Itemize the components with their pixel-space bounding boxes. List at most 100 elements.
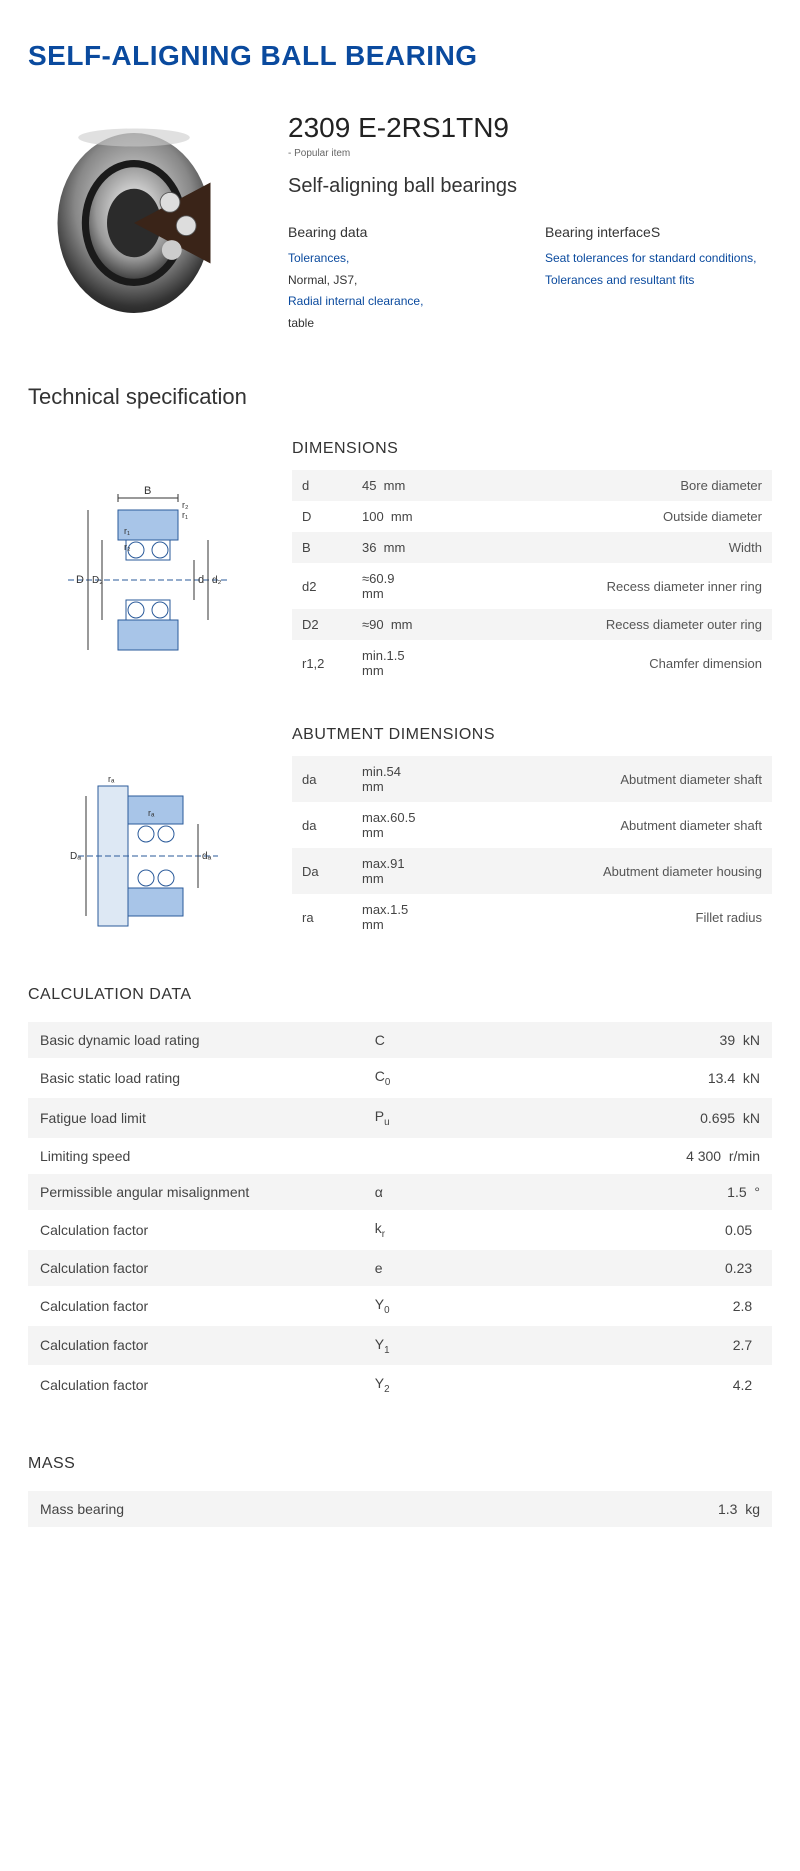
row-value: 4 300 r/min [512,1138,772,1174]
row-symbol: Da [292,848,352,894]
col-head-right: Bearing interfaceS [545,224,772,240]
row-symbol: Pu [363,1098,512,1138]
row-symbol: kr [363,1210,512,1250]
row-label: Basic dynamic load rating [28,1022,363,1058]
mass-section: MASS Mass bearing1.3 kg [28,1455,772,1527]
table-row: Calculation factorY02.8 [28,1286,772,1326]
table-row: damax.60.5mmAbutment diameter shaft [292,802,772,848]
row-symbol: Y1 [363,1326,512,1366]
row-value: 1.5 ° [512,1174,772,1210]
calculation-section: CALCULATION DATA Basic dynamic load rati… [28,986,772,1405]
data-link[interactable]: Seat tolerances for standard conditions, [545,248,772,270]
abutment-title: ABUTMENT DIMENSIONS [292,726,772,744]
svg-text:D: D [76,574,84,586]
row-label: Limiting speed [28,1138,363,1174]
row-symbol [363,1491,512,1527]
row-value: ≈60.9mm [352,563,452,609]
row-symbol: C0 [363,1058,512,1098]
table-row: Calculation factorkr0.05 [28,1210,772,1250]
table-row: ramax.1.5mmFillet radius [292,894,772,940]
row-symbol [363,1138,512,1174]
row-label: Calculation factor [28,1326,363,1366]
page-title: SELF-ALIGNING BALL BEARING [28,40,772,72]
table-row: Calculation factore0.23 [28,1250,772,1286]
svg-text:B: B [144,485,151,497]
table-row: Basic dynamic load ratingC39 kN [28,1022,772,1058]
row-value: 0.23 [512,1250,772,1286]
svg-text:r₂: r₂ [124,542,131,552]
row-symbol: r1,2 [292,640,352,686]
row-value: max.1.5mm [352,894,452,940]
row-value: 100 mm [352,501,452,532]
table-row: Damax.91mmAbutment diameter housing [292,848,772,894]
row-label: Basic static load rating [28,1058,363,1098]
data-link[interactable]: Radial internal clearance, [288,291,515,313]
row-value: max.60.5mm [352,802,452,848]
row-label: Mass bearing [28,1491,363,1527]
row-label: Fatigue load limit [28,1098,363,1138]
product-info: 2309 E-2RS1TN9 - Popular item Self-align… [288,112,772,334]
row-desc: Recess diameter outer ring [452,609,772,640]
table-row: Permissible angular misalignmentα1.5 ° [28,1174,772,1210]
row-desc: Bore diameter [452,470,772,501]
product-subtitle: Self-aligning ball bearings [288,175,772,198]
row-desc: Abutment diameter housing [452,848,772,894]
row-value: ≈90 mm [352,609,452,640]
table-row: B36 mmWidth [292,532,772,563]
table-row: D2≈90 mmRecess diameter outer ring [292,609,772,640]
mass-title: MASS [28,1455,772,1473]
row-value: min.54mm [352,756,452,802]
row-value: 13.4 kN [512,1058,772,1098]
row-label: Calculation factor [28,1286,363,1326]
row-symbol: α [363,1174,512,1210]
abutment-table: damin.54mmAbutment diameter shaftdamax.6… [292,756,772,940]
bearing-icon [53,118,233,328]
table-row: d45 mmBore diameter [292,470,772,501]
row-desc: Recess diameter inner ring [452,563,772,609]
table-row: Calculation factorY24.2 [28,1365,772,1405]
calc-title: CALCULATION DATA [28,986,772,1004]
row-value: 4.2 [512,1365,772,1405]
row-symbol: D2 [292,609,352,640]
data-link[interactable]: Tolerances, [288,248,515,270]
row-label: Calculation factor [28,1210,363,1250]
product-image [28,112,258,334]
row-symbol: d2 [292,563,352,609]
row-label: Calculation factor [28,1250,363,1286]
svg-text:r₁: r₁ [124,526,130,536]
data-text: Normal, JS7, [288,270,515,292]
row-value: 2.8 [512,1286,772,1326]
row-symbol: B [292,532,352,563]
row-desc: Outside diameter [452,501,772,532]
calculation-table: Basic dynamic load ratingC39 kNBasic sta… [28,1022,772,1405]
data-link[interactable]: Tolerances and resultant fits [545,270,772,292]
row-symbol: e [363,1250,512,1286]
tech-spec-heading: Technical specification [28,384,772,410]
abutment-diagram: Dₐ dₐ rₐ rₐ [28,726,268,946]
svg-text:rₐ: rₐ [148,808,155,818]
svg-text:r₂: r₂ [182,500,189,510]
row-desc: Abutment diameter shaft [452,802,772,848]
row-symbol: C [363,1022,512,1058]
row-symbol: D [292,501,352,532]
row-value: 0.695 kN [512,1098,772,1138]
row-value: min.1.5mm [352,640,452,686]
row-symbol: Y0 [363,1286,512,1326]
row-symbol: da [292,756,352,802]
row-desc: Abutment diameter shaft [452,756,772,802]
row-label: Permissible angular misalignment [28,1174,363,1210]
hero-section: 2309 E-2RS1TN9 - Popular item Self-align… [28,112,772,334]
dimensions-block: B D D₂ d d₂ r₁ r₂ r₁ r₂ DIMENSIONS d45 m… [28,440,772,686]
bearing-interface-col: Bearing interfaceS Seat tolerances for s… [545,224,772,334]
row-value: 39 kN [512,1022,772,1058]
row-symbol: da [292,802,352,848]
row-value: 0.05 [512,1210,772,1250]
row-desc: Width [452,532,772,563]
data-text: table [288,313,515,335]
svg-text:D₂: D₂ [92,575,103,586]
table-row: Basic static load ratingC013.4 kN [28,1058,772,1098]
svg-text:rₐ: rₐ [108,774,115,784]
row-symbol: Y2 [363,1365,512,1405]
dimensions-diagram: B D D₂ d d₂ r₁ r₂ r₁ r₂ [28,440,268,686]
table-row: Limiting speed 4 300 r/min [28,1138,772,1174]
